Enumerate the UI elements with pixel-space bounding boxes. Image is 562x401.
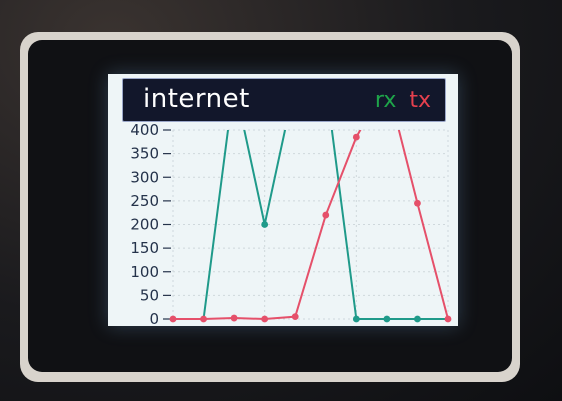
data-point-rx [383, 315, 391, 323]
y-tick-label: 100 [130, 263, 159, 281]
y-tick-label: 0 [149, 310, 159, 326]
data-point-tx [230, 314, 238, 322]
series-line-rx [173, 130, 448, 320]
y-tick-label: 250 [130, 192, 159, 210]
data-point-rx [414, 315, 421, 323]
series-line-tx [173, 130, 449, 321]
y-tick-label: 200 [130, 216, 159, 234]
chart-title: internet [143, 84, 250, 114]
display-screen: internet rx tx 0 50 100 150 200 250 300 350 400 [108, 74, 458, 326]
y-tick-label: 150 [130, 239, 159, 257]
y-tick-label: 400 [130, 121, 159, 139]
data-point-rx [261, 221, 269, 228]
data-point-tx [322, 211, 330, 219]
data-point-tx [414, 199, 421, 207]
data-point-tx [261, 315, 269, 323]
legend: rx tx [369, 88, 431, 113]
data-point-tx [291, 313, 299, 321]
y-tick-label: 350 [130, 145, 159, 163]
data-point-tx [352, 133, 360, 141]
header-bar: internet rx tx [122, 78, 446, 122]
data-point-tx [200, 315, 207, 323]
data-point-tx [444, 315, 452, 323]
y-tick-label: 50 [140, 286, 159, 304]
data-point-tx [169, 315, 177, 323]
line-chart: 0 50 100 150 200 250 300 350 400 [130, 121, 452, 326]
y-tick-label: 300 [130, 168, 159, 186]
data-point-rx [352, 315, 360, 323]
legend-rx: rx [374, 88, 397, 113]
legend-tx: tx [409, 88, 431, 113]
